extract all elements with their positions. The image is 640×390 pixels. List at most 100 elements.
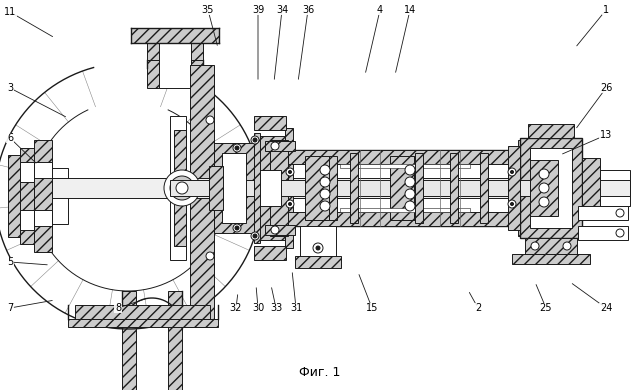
Bar <box>414 156 422 220</box>
Bar <box>600 180 630 196</box>
Bar <box>285 128 293 248</box>
Circle shape <box>531 242 539 250</box>
Circle shape <box>271 142 279 150</box>
Circle shape <box>313 243 323 253</box>
Text: 24: 24 <box>600 303 612 313</box>
Bar <box>147 43 203 60</box>
Circle shape <box>405 201 415 211</box>
Circle shape <box>251 232 259 240</box>
Bar <box>415 153 423 223</box>
Bar <box>254 133 260 243</box>
Circle shape <box>616 209 624 217</box>
Text: 3: 3 <box>7 83 13 93</box>
Text: 25: 25 <box>540 303 552 313</box>
Circle shape <box>235 146 239 150</box>
Bar <box>254 116 286 130</box>
Bar <box>52 168 68 224</box>
Bar <box>20 148 34 244</box>
Circle shape <box>405 189 415 199</box>
Text: 2: 2 <box>475 303 481 313</box>
Bar <box>68 319 218 327</box>
Bar <box>168 291 182 390</box>
Text: 4: 4 <box>377 5 383 15</box>
Bar <box>508 146 520 230</box>
Text: Фиг. 1: Фиг. 1 <box>300 365 340 379</box>
Bar <box>34 140 52 252</box>
Text: 7: 7 <box>7 303 13 313</box>
Bar <box>340 164 470 168</box>
Text: 39: 39 <box>252 5 264 15</box>
Circle shape <box>235 226 239 230</box>
Bar <box>300 226 336 266</box>
Bar <box>34 162 52 178</box>
Bar <box>20 210 34 230</box>
Bar <box>214 143 254 233</box>
Bar <box>340 208 470 212</box>
Bar <box>578 206 628 220</box>
Bar <box>254 246 286 260</box>
Text: 36: 36 <box>302 5 314 15</box>
Circle shape <box>176 182 188 194</box>
Bar <box>390 156 414 220</box>
Bar <box>265 225 295 235</box>
Text: 32: 32 <box>230 303 242 313</box>
Bar <box>174 130 186 246</box>
Bar <box>525 238 577 254</box>
Circle shape <box>206 116 214 124</box>
Text: 33: 33 <box>270 303 282 313</box>
Circle shape <box>253 138 257 142</box>
Circle shape <box>320 177 330 187</box>
Bar <box>288 212 518 226</box>
Text: 30: 30 <box>252 303 264 313</box>
Circle shape <box>405 177 415 187</box>
Circle shape <box>616 229 624 237</box>
Text: 34: 34 <box>276 5 288 15</box>
Bar <box>52 178 622 198</box>
Circle shape <box>539 197 549 207</box>
Circle shape <box>539 183 549 193</box>
Bar <box>259 170 281 206</box>
Text: 26: 26 <box>600 83 612 93</box>
Bar <box>209 166 223 210</box>
Circle shape <box>511 170 513 174</box>
Bar <box>530 148 572 228</box>
Bar <box>159 43 191 88</box>
Bar <box>131 28 219 43</box>
Bar <box>270 140 288 236</box>
Bar <box>170 116 186 260</box>
Circle shape <box>253 234 257 238</box>
Text: 5: 5 <box>7 257 13 267</box>
Bar <box>528 124 574 138</box>
Bar <box>288 150 518 226</box>
Bar <box>222 153 246 223</box>
Bar <box>512 254 590 264</box>
Text: 8: 8 <box>115 303 121 313</box>
Bar <box>20 162 34 182</box>
Bar <box>480 153 488 223</box>
Bar <box>191 60 203 88</box>
Bar <box>265 141 295 151</box>
Bar <box>518 140 536 236</box>
Circle shape <box>233 144 241 152</box>
Circle shape <box>170 176 194 200</box>
Text: 15: 15 <box>366 303 378 313</box>
Bar <box>147 60 159 88</box>
Circle shape <box>316 246 320 250</box>
Circle shape <box>563 242 571 250</box>
Text: 1: 1 <box>603 5 609 15</box>
Text: 11: 11 <box>4 7 16 17</box>
Circle shape <box>320 165 330 175</box>
Text: 13: 13 <box>600 130 612 140</box>
Bar <box>450 153 458 223</box>
Text: 14: 14 <box>404 5 416 15</box>
Circle shape <box>539 169 549 179</box>
Circle shape <box>164 170 200 206</box>
Bar <box>600 170 630 206</box>
Text: 6: 6 <box>7 133 13 143</box>
Circle shape <box>271 226 279 234</box>
Bar <box>75 305 210 319</box>
Bar <box>34 210 52 226</box>
Circle shape <box>206 252 214 260</box>
Bar <box>578 226 628 240</box>
Circle shape <box>511 202 513 206</box>
